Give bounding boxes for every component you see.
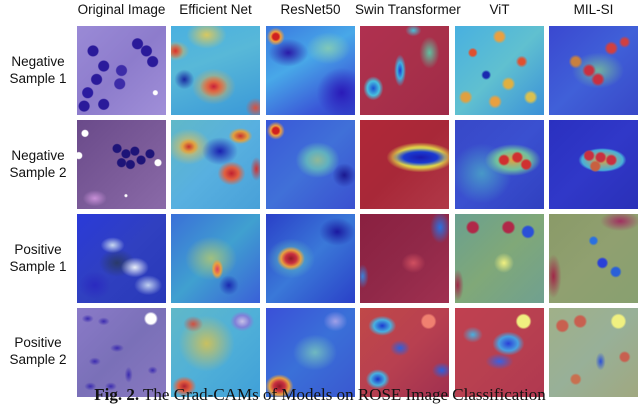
heatmap-efficientnet-pos2 (171, 308, 260, 397)
heatmap-vit-pos1 (455, 214, 544, 303)
heatmap-efficientnet-neg2 (171, 120, 260, 209)
row-label-line1: Positive (14, 335, 62, 350)
row-label-line2: Sample 1 (9, 259, 67, 274)
heatmap-milsi-neg1 (549, 26, 638, 115)
heatmap-efficientnet-pos1 (171, 214, 260, 303)
figure-caption-label: Fig. 2. (94, 385, 140, 404)
heatmap-vit-pos2 (455, 308, 544, 397)
row-label-line2: Sample 2 (9, 352, 67, 367)
row-label-negative-sample-1: Negative Sample 1 (0, 53, 76, 87)
image-original-pos2 (77, 308, 166, 397)
column-header-mil-si: MIL-SI (573, 2, 614, 17)
heatmap-milsi-neg2 (549, 120, 638, 209)
column-header-vit: ViT (489, 2, 510, 17)
heatmap-swin-pos1 (360, 214, 449, 303)
heatmap-vit-neg1 (455, 26, 544, 115)
column-header-resnet50: ResNet50 (280, 2, 341, 17)
image-original-neg2 (77, 120, 166, 209)
heatmap-resnet50-pos1 (266, 214, 355, 303)
heatmap-efficientnet-neg1 (171, 26, 260, 115)
heatmap-resnet50-pos2 (266, 308, 355, 397)
row-label-positive-sample-2: Positive Sample 2 (0, 334, 76, 368)
row-label-negative-sample-2: Negative Sample 2 (0, 147, 76, 181)
heatmap-milsi-pos2 (549, 308, 638, 397)
row-label-positive-sample-1: Positive Sample 1 (0, 241, 76, 275)
heatmap-swin-neg1 (360, 26, 449, 115)
image-original-pos1 (77, 214, 166, 303)
heatmap-resnet50-neg2 (266, 120, 355, 209)
image-original-neg1 (77, 26, 166, 115)
column-header-swin-transformer: Swin Transformer (355, 2, 461, 17)
row-label-line2: Sample 1 (9, 71, 67, 86)
heatmap-swin-neg2 (360, 120, 449, 209)
row-label-line1: Negative (11, 54, 65, 69)
row-label-line1: Negative (11, 148, 65, 163)
heatmap-milsi-pos1 (549, 214, 638, 303)
heatmap-vit-neg2 (455, 120, 544, 209)
figure-caption-text: The Grad-CAMs of Models on ROSE Image Cl… (139, 385, 546, 404)
row-label-line1: Positive (14, 242, 62, 257)
column-header-efficient-net: Efficient Net (179, 2, 252, 17)
heatmap-resnet50-neg1 (266, 26, 355, 115)
row-label-line2: Sample 2 (9, 165, 67, 180)
column-header-original-image: Original Image (77, 2, 166, 17)
figure-caption: Fig. 2. The Grad-CAMs of Models on ROSE … (0, 385, 640, 405)
heatmap-swin-pos2 (360, 308, 449, 397)
